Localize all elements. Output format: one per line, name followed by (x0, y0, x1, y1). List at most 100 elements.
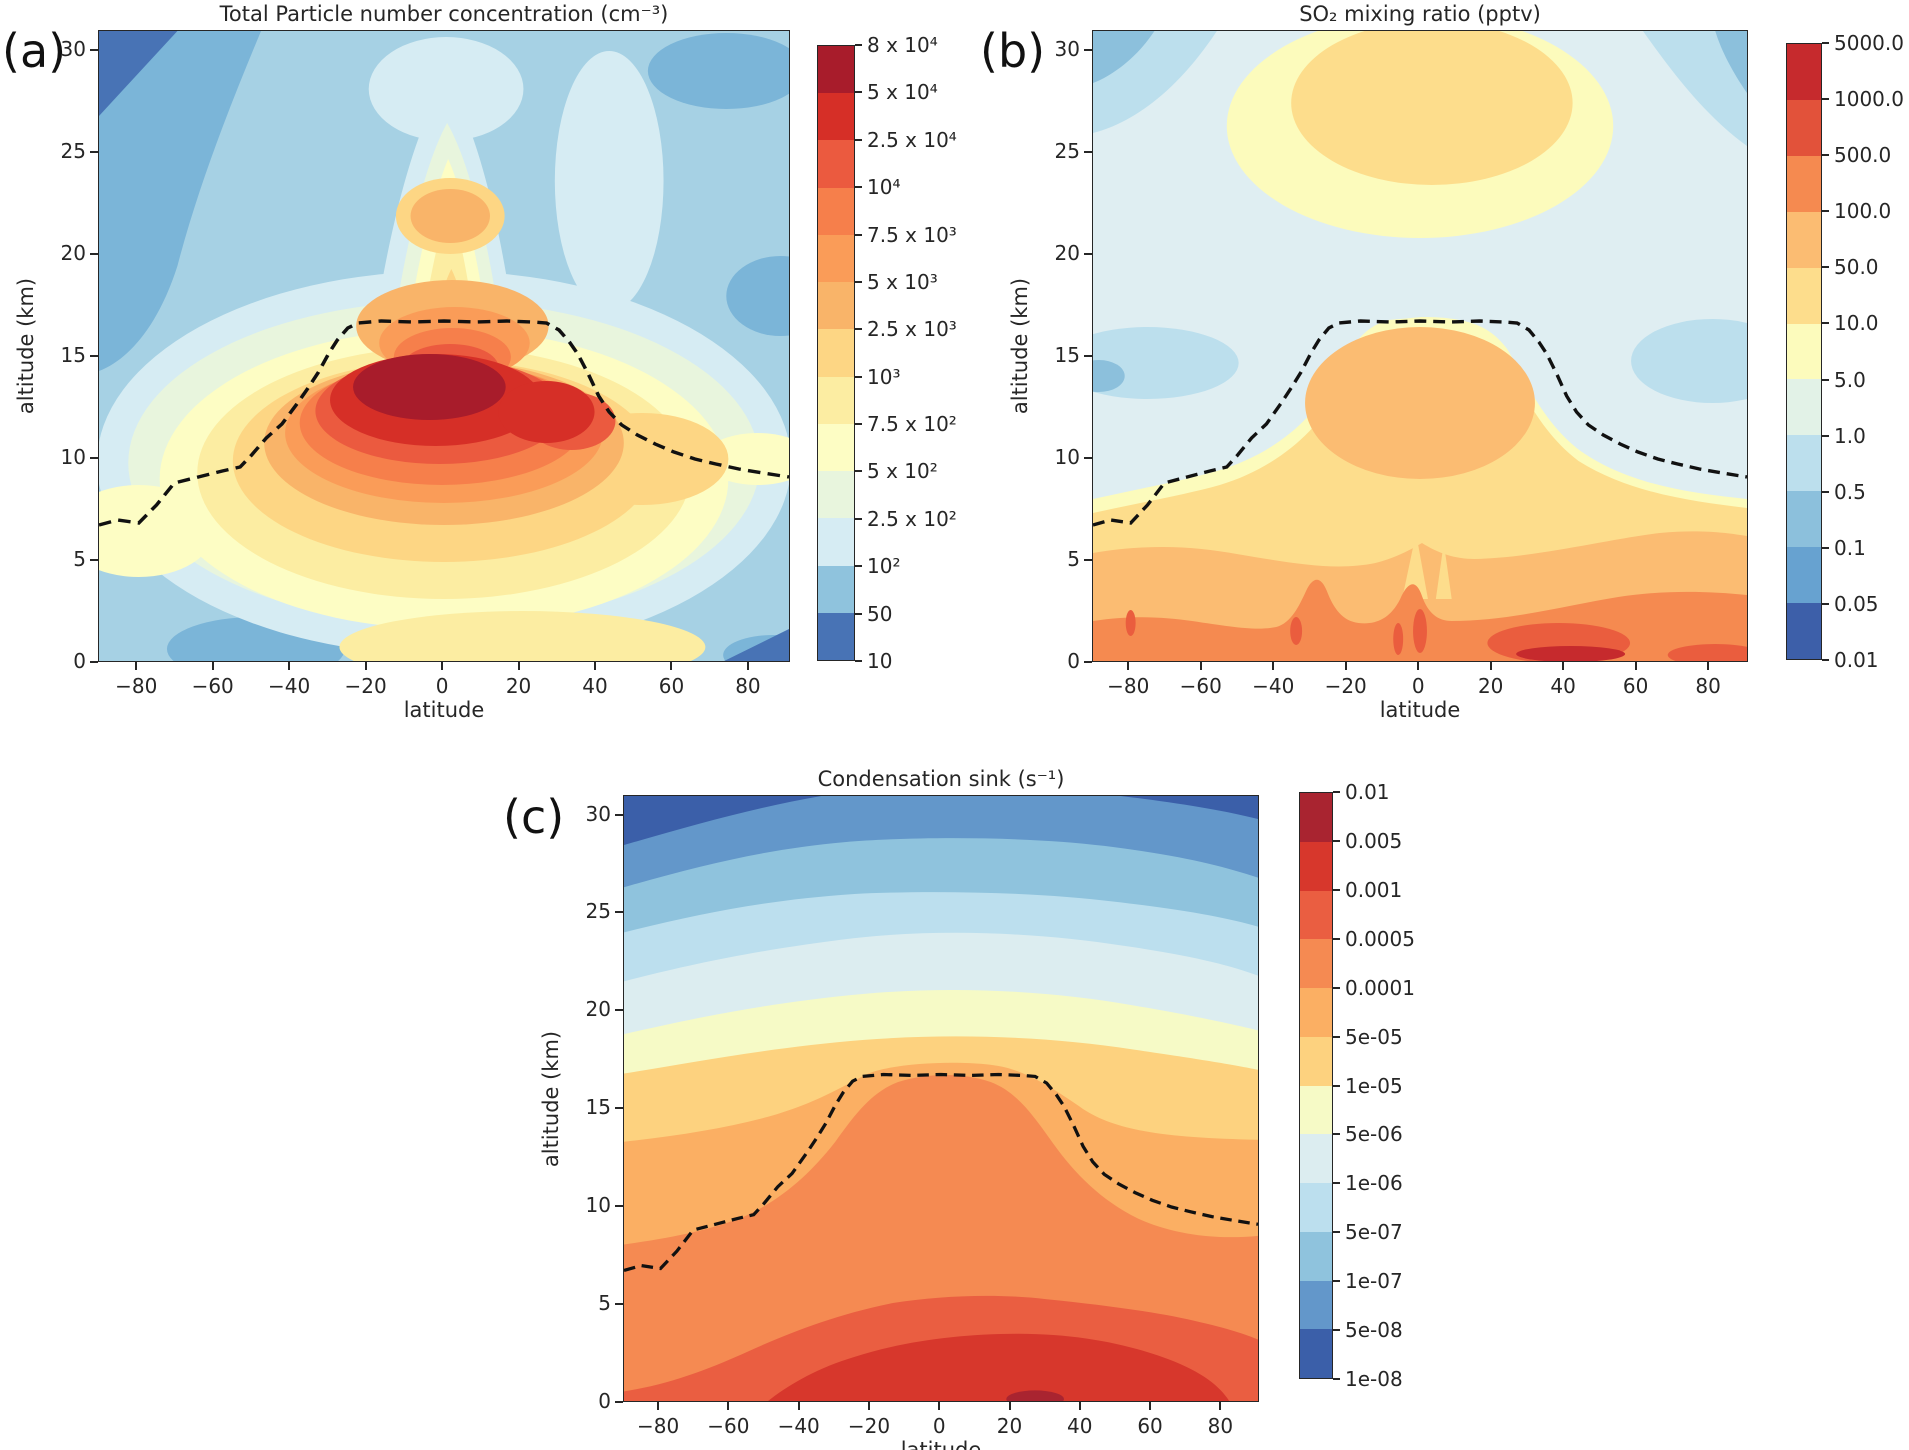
colorbar-segment (1300, 1280, 1332, 1330)
colorbar-tick-label: 5e-06 (1345, 1122, 1403, 1147)
y-tick-mark (615, 1107, 623, 1110)
colorbar-tick-label: 5 x 10⁴ (867, 80, 938, 105)
colorbar-tick-label: 10.0 (1834, 311, 1879, 336)
colorbar-tick-label: 0.0005 (1345, 926, 1415, 951)
colorbar-segment (818, 93, 854, 141)
y-tick-label: 15 (60, 343, 86, 368)
colorbar-tick-mark (1333, 1035, 1340, 1038)
y-tick-label: 30 (60, 37, 86, 62)
x-tick-mark (1707, 662, 1710, 670)
colorbar-tick-mark (1822, 210, 1829, 213)
y-tick-label: 5 (73, 547, 86, 572)
colorbar-segment (1300, 988, 1332, 1037)
colorbar-tick-mark (855, 91, 862, 94)
colorbar-tick-label: 2.5 x 10² (867, 506, 957, 531)
colorbar-tick-label: 7.5 x 10² (867, 412, 957, 437)
colorbar-tick-mark (855, 565, 862, 568)
x-tick-label: −40 (777, 1414, 820, 1438)
x-tick-mark (1417, 662, 1420, 670)
colorbar-c (1299, 792, 1333, 1379)
colorbar-tick-mark (1333, 1133, 1340, 1136)
colorbar-tick-label: 8 x 10⁴ (867, 33, 938, 57)
y-tick-label: 0 (598, 1389, 611, 1413)
x-tick-label: −80 (115, 674, 158, 698)
x-tick-mark (364, 662, 367, 670)
colorbar-tick-mark (855, 280, 862, 283)
colorbar-segment (1300, 841, 1332, 891)
colorbar-segment (818, 565, 854, 613)
colorbar-tick-mark (1333, 1231, 1340, 1234)
colorbar-tick-mark (1333, 1280, 1340, 1283)
x-tick-label: 60 (1622, 674, 1649, 698)
x-tick-mark (1489, 662, 1492, 670)
colorbar-segment (818, 423, 854, 472)
colorbar-segment (1787, 211, 1821, 268)
x-tick-mark (1219, 1402, 1222, 1410)
colorbar-tick-mark (855, 517, 862, 520)
plot-area-a (98, 30, 790, 662)
x-tick-mark (517, 662, 520, 670)
x-tick-mark (211, 662, 214, 670)
x-axis-label-b: latitude (1379, 698, 1461, 722)
y-tick-label: 15 (585, 1095, 611, 1120)
colorbar-segment (1300, 939, 1332, 988)
colorbar-tick-label: 50.0 (1834, 255, 1879, 280)
colorbar-tick-mark (1822, 378, 1829, 381)
x-tick-mark (1127, 662, 1130, 670)
colorbar-segment (818, 282, 854, 330)
colorbar-segment (1300, 793, 1332, 842)
y-tick-label: 0 (73, 649, 86, 673)
colorbar-segment (1787, 547, 1821, 604)
y-tick-label: 15 (1054, 343, 1080, 368)
colorbar-tick-label: 0.005 (1345, 828, 1403, 853)
colorbar-tick-mark (855, 423, 862, 426)
y-tick-label: 5 (598, 1291, 611, 1316)
colorbar-segment (1300, 1329, 1332, 1378)
x-tick-label: −20 (344, 674, 387, 698)
x-tick-mark (1272, 662, 1275, 670)
colorbar-tick-label: 1e-05 (1345, 1073, 1403, 1098)
x-tick-label: 80 (1207, 1414, 1234, 1438)
colorbar-tick-mark (1333, 888, 1340, 891)
y-tick-label: 10 (585, 1193, 611, 1218)
x-tick-mark (938, 1402, 941, 1410)
colorbar-tick-mark (1822, 154, 1829, 157)
y-tick-mark (1084, 253, 1092, 256)
colorbar-tick-label: 10 (867, 649, 893, 673)
colorbar-segment (1300, 1231, 1332, 1281)
colorbar-tick-mark (1333, 986, 1340, 989)
y-tick-label: 10 (60, 445, 86, 470)
colorbar-tick-mark (1333, 791, 1340, 793)
colorbar-tick-label: 5e-07 (1345, 1220, 1403, 1245)
x-axis-label-a: latitude (403, 698, 485, 722)
x-tick-label: −20 (1324, 674, 1367, 698)
x-tick-mark (797, 1402, 800, 1410)
x-tick-label: 80 (1695, 674, 1721, 698)
colorbar-tick-mark (855, 375, 862, 378)
colorbar-tick-label: 0.01 (1834, 648, 1879, 672)
colorbar-tick-mark (1822, 266, 1829, 269)
colorbar-tick-label: 0.1 (1834, 535, 1866, 560)
y-tick-mark (90, 457, 98, 460)
colorbar-tick-label: 10⁴ (867, 175, 901, 200)
colorbar-tick-mark (1333, 1182, 1340, 1185)
y-tick-mark (90, 355, 98, 358)
x-tick-label: −20 (847, 1414, 891, 1438)
contour-plot-b (1093, 31, 1747, 661)
plot-title-c: Condensation sink (s⁻¹) (817, 767, 1065, 791)
colorbar-segment (1787, 44, 1821, 100)
colorbar-tick-label: 5e-05 (1345, 1024, 1403, 1049)
y-tick-label: 10 (1054, 445, 1080, 470)
colorbar-tick-label: 0.001 (1345, 877, 1403, 902)
colorbar-tick-mark (855, 138, 862, 141)
y-tick-mark (1084, 151, 1092, 154)
x-tick-label: −40 (1252, 674, 1295, 698)
colorbar-tick-mark (855, 44, 862, 46)
y-axis-label-a: altitude (km) (14, 277, 38, 415)
x-tick-mark (727, 1402, 730, 1410)
colorbar-tick-label: 0.0001 (1345, 975, 1415, 1000)
